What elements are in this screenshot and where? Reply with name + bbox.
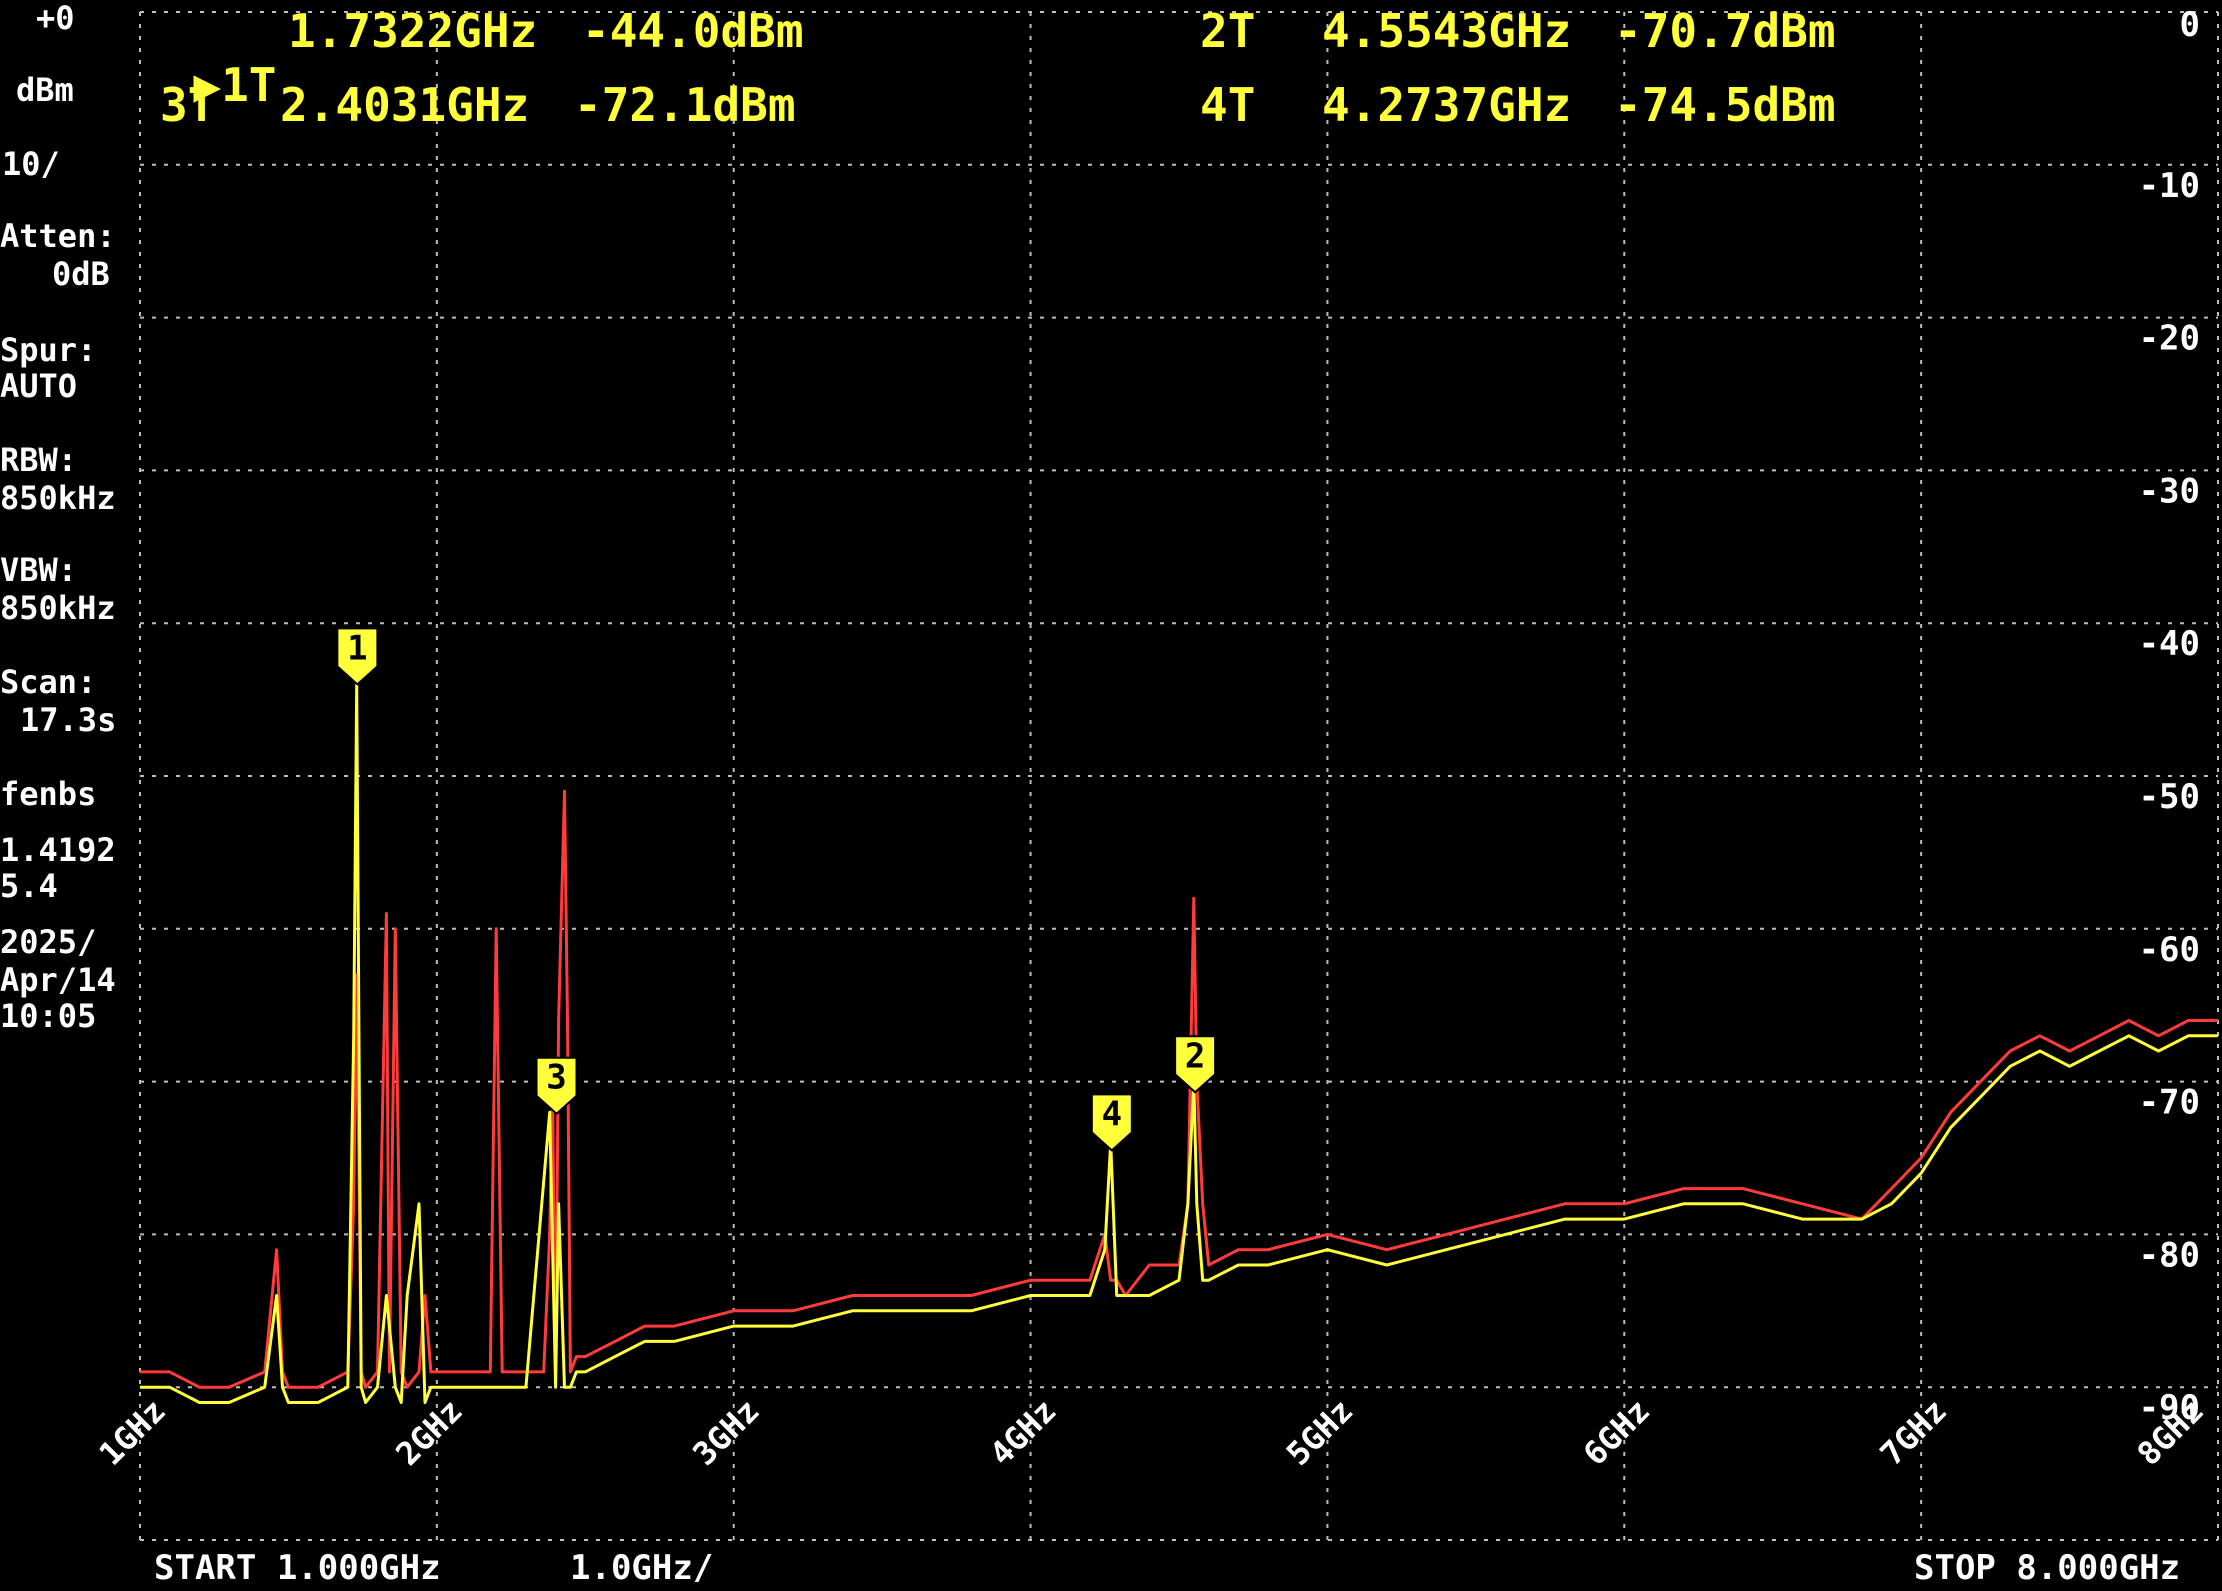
value-2: 5.4 — [0, 867, 58, 905]
y-tick-label-5: -50 — [2139, 777, 2200, 817]
trace-live — [140, 682, 2218, 1404]
y-tick-labels: 0 -10 -20 -30 -40 -50 -60 -70 -80 -90 — [2139, 5, 2200, 1428]
y-tick-label-1: -10 — [2139, 166, 2200, 206]
marker-4-shape — [1090, 1093, 1133, 1152]
marker-1-label: 1T — [221, 58, 277, 112]
date-day: Apr/14 — [0, 961, 116, 999]
x-tick-label-3: 4GHz — [982, 1392, 1063, 1473]
stop-frequency[interactable]: STOP 8.000GHz — [1914, 1548, 2181, 1588]
marker-1-number: 1 — [347, 628, 367, 668]
atten-label: Atten: — [0, 217, 116, 255]
y-tick-label-2: -20 — [2139, 319, 2200, 359]
mode-text: fenbs — [0, 775, 97, 813]
marker-3-number: 3 — [546, 1058, 566, 1098]
marker-3-level: -72.1dBm — [574, 78, 796, 132]
marker-4-number: 4 — [1102, 1094, 1122, 1134]
marker-4-level: -74.5dBm — [1614, 78, 1836, 132]
active-marker-arrow: ▶ — [193, 58, 222, 112]
x-tick-labels: 1GHz 2GHz 3GHz 4GHz 5GHz 6GHz 7GHz 8GHz — [92, 1392, 2211, 1473]
atten-value[interactable]: 0dB — [52, 255, 110, 293]
y-tick-label-3: -30 — [2139, 471, 2200, 511]
marker-3-label[interactable]: 3T — [160, 78, 216, 132]
y-tick-label-9: -90 — [2139, 1388, 2200, 1428]
rbw-label: RBW: — [0, 441, 78, 479]
marker-2-flag: 2 — [1174, 1035, 1217, 1094]
x-tick-label-0: 1GHz — [92, 1392, 173, 1473]
time: 10:05 — [0, 997, 97, 1035]
trace-max-hold — [140, 789, 2218, 1389]
vbw-label: VBW: — [0, 551, 78, 589]
x-tick-label-6: 7GHz — [1873, 1392, 1954, 1473]
value-1: 1.4192 — [0, 831, 116, 869]
rbw-value[interactable]: 850kHz — [0, 479, 116, 517]
span-per-div[interactable]: 1.0GHz/ — [570, 1548, 714, 1588]
y-tick-label-6: -60 — [2139, 930, 2200, 970]
marker-2-number: 2 — [1185, 1036, 1205, 1076]
scan-value: 17.3s — [20, 701, 117, 739]
scan-label: Scan: — [0, 663, 97, 701]
spur-value[interactable]: AUTO — [0, 367, 78, 405]
marker-2-shape — [1174, 1035, 1217, 1094]
ref-level[interactable]: +0 — [36, 0, 75, 37]
marker-4-freq: 4.2737GHz — [1322, 78, 1572, 132]
x-tick-label-5: 6GHz — [1576, 1392, 1657, 1473]
marker-1-shape — [336, 627, 379, 686]
spur-label: Spur: — [0, 331, 97, 369]
marker-4-label[interactable]: 4T — [1200, 78, 1256, 132]
x-tick-label-4: 5GHz — [1279, 1392, 1360, 1473]
start-frequency[interactable]: START 1.000GHz — [154, 1548, 441, 1588]
date-year: 2025/ — [0, 923, 97, 961]
y-tick-label-0: 0 — [2180, 5, 2200, 45]
y-tick-label-4: -40 — [2139, 624, 2200, 664]
marker-2-label[interactable]: 2T — [1200, 4, 1256, 58]
traces — [140, 682, 2218, 1404]
ref-unit: dBm — [16, 71, 74, 109]
marker-3-freq: 2.4031GHz — [280, 78, 530, 132]
marker-3-shape — [535, 1056, 578, 1116]
marker-2-freq: 4.5543GHz — [1322, 4, 1572, 58]
marker-1-readout[interactable]: ▶1T — [138, 4, 276, 112]
marker-1-flag: 1 — [336, 627, 379, 686]
scale-per-div[interactable]: 10/ — [2, 145, 60, 183]
marker-flags: 1 2 3 4 — [336, 627, 1217, 1152]
marker-3-flag: 3 — [535, 1056, 578, 1116]
marker-2-level: -70.7dBm — [1614, 4, 1836, 58]
y-tick-label-8: -80 — [2139, 1235, 2200, 1275]
marker-4-flag: 4 — [1090, 1093, 1133, 1152]
marker-1-freq: 1.7322GHz — [288, 4, 538, 58]
vbw-value[interactable]: 850kHz — [0, 589, 116, 627]
grid — [139, 11, 2219, 1541]
marker-1-level: -44.0dBm — [582, 4, 804, 58]
x-tick-label-2: 3GHz — [685, 1392, 766, 1473]
y-tick-label-7: -70 — [2139, 1083, 2200, 1123]
